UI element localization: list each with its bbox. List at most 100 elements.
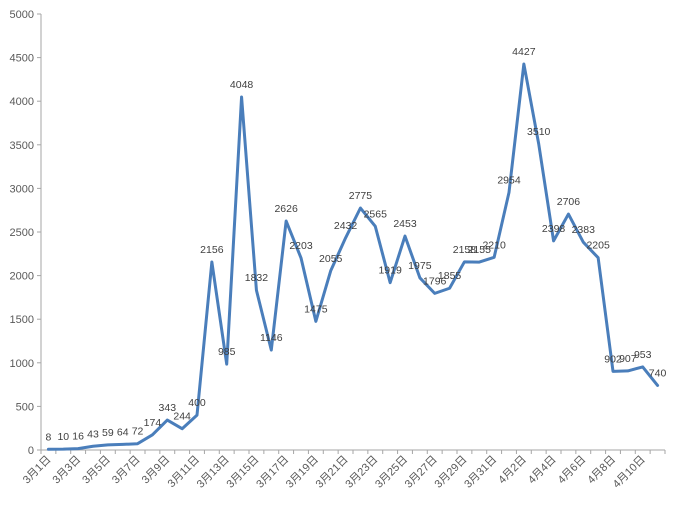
data-point: [92, 445, 94, 447]
data-point: [122, 443, 124, 445]
data-point: [345, 237, 347, 239]
data-label: 64: [117, 426, 129, 438]
data-label: 1832: [245, 272, 269, 284]
data-label: 902: [604, 353, 622, 365]
x-axis: 3月1日3月3日3月5日3月7日3月9日3月11日3月13日3月15日3月17日…: [21, 449, 666, 491]
data-point: [137, 443, 139, 445]
data-point: [419, 277, 421, 279]
data-point: [166, 419, 168, 421]
data-label: 1146: [260, 332, 283, 344]
series-line: [46, 62, 660, 451]
data-label: 953: [634, 349, 652, 361]
data-label: 2055: [319, 253, 343, 265]
data-point: [330, 270, 332, 272]
x-tick-label: 3月3日: [51, 454, 84, 487]
data-point: [523, 63, 525, 65]
data-point: [612, 370, 614, 372]
data-point: [315, 320, 317, 322]
y-tick-label: 1500: [10, 314, 34, 326]
x-tick-label: 3月5日: [80, 454, 113, 487]
y-tick-label: 4500: [10, 53, 34, 65]
data-point: [478, 261, 480, 263]
data-label: 72: [132, 426, 144, 438]
data-label: 1975: [408, 260, 432, 272]
data-point: [493, 256, 495, 258]
data-point: [553, 240, 555, 242]
data-label: 907: [619, 353, 637, 365]
data-point: [657, 384, 659, 386]
data-label: 2155: [468, 244, 492, 256]
data-label: 59: [102, 427, 114, 439]
data-label: 2156: [200, 244, 224, 256]
data-label: 400: [188, 397, 206, 409]
data-label: 1855: [438, 270, 462, 282]
data-label: 2158: [453, 244, 477, 256]
data-point: [627, 370, 629, 372]
y-tick-label: 4000: [10, 96, 34, 108]
data-label: 1475: [304, 303, 328, 315]
y-tick-label: 1000: [10, 358, 34, 370]
data-point: [463, 261, 465, 263]
data-label: 2565: [364, 208, 388, 220]
x-tick-label: 3月7日: [110, 454, 143, 487]
data-point: [300, 257, 302, 259]
y-axis: 0 500 1000 1500 2000 2500 3000 3500 4000 4500 5000: [10, 9, 42, 457]
data-point: [77, 448, 79, 450]
data-label: 1919: [378, 265, 402, 277]
data-label: 2398: [542, 223, 566, 235]
data-point: [62, 448, 64, 450]
data-point: [270, 349, 272, 351]
data-label: 2383: [572, 224, 596, 236]
data-label: 4427: [512, 46, 536, 58]
data-point: [196, 414, 198, 416]
x-tick-label: 3月31日: [462, 454, 499, 491]
x-tick-label: 4月10日: [611, 454, 648, 491]
data-label: 3510: [527, 126, 551, 138]
data-label: 4048: [230, 79, 254, 91]
data-label: 2203: [289, 240, 313, 252]
data-point: [285, 220, 287, 222]
y-tick-label: 5000: [10, 9, 34, 21]
data-point: [151, 434, 153, 436]
y-tick-label: 3500: [10, 140, 34, 152]
y-tick-label: 2500: [10, 227, 34, 239]
data-point: [374, 225, 376, 227]
data-point: [107, 444, 109, 446]
data-label: 343: [159, 402, 177, 414]
data-label: 8: [46, 431, 52, 443]
data-point: [47, 448, 49, 450]
data-label: 2205: [586, 240, 610, 252]
data-point: [255, 289, 257, 291]
data-point: [508, 191, 510, 193]
data-label: 740: [649, 367, 667, 379]
data-label: 2432: [334, 220, 358, 232]
data-label: 2954: [497, 174, 521, 186]
data-point: [597, 257, 599, 259]
y-tick-label: 2000: [10, 271, 34, 283]
data-point: [181, 428, 183, 430]
data-point: [449, 287, 451, 289]
data-label: 1796: [423, 275, 447, 287]
data-label: 2706: [557, 196, 581, 208]
data-point: [389, 282, 391, 284]
data-point: [582, 241, 584, 243]
data-point: [241, 96, 243, 98]
data-point: [211, 261, 213, 263]
data-label: 43: [87, 428, 99, 440]
x-tick-label: 4月6日: [556, 454, 589, 487]
y-tick-label: 3000: [10, 183, 34, 195]
data-label: 244: [173, 411, 191, 423]
data-label: 16: [72, 431, 84, 443]
data-label: 2626: [274, 203, 298, 215]
data-point: [538, 143, 540, 145]
data-label: 10: [57, 431, 69, 443]
data-point: [359, 207, 361, 209]
data-label: 2210: [482, 239, 506, 251]
data-point: [567, 213, 569, 215]
x-tick-label: 3月1日: [21, 454, 54, 487]
y-tick-label: 500: [16, 401, 34, 413]
data-label: 174: [144, 417, 162, 429]
